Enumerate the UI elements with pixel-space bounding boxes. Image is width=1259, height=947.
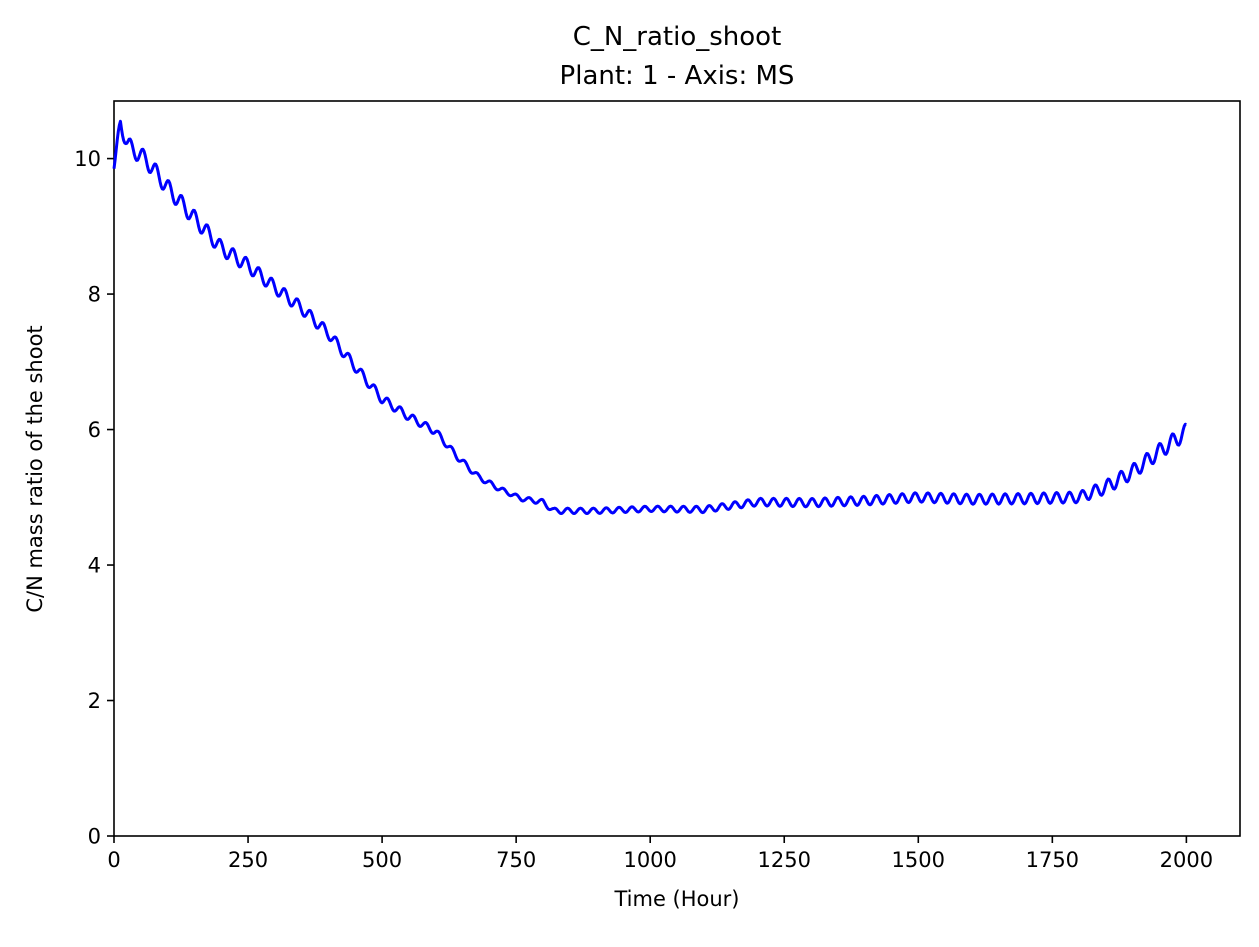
x-axis-label: Time (Hour) bbox=[613, 887, 739, 911]
x-tick-label: 1750 bbox=[1026, 848, 1079, 872]
x-tick-label: 750 bbox=[496, 848, 536, 872]
chart-subtitle: Plant: 1 - Axis: MS bbox=[560, 61, 795, 91]
plot-area bbox=[113, 100, 1241, 837]
x-tick-label: 250 bbox=[228, 848, 268, 872]
series-layer bbox=[112, 119, 1187, 516]
chart-title: C_N_ratio_shoot bbox=[573, 22, 782, 52]
x-tick-label: 1250 bbox=[758, 848, 811, 872]
x-axis-ticks: 0 250 500 750 1000 1250 1500 1750 2000 bbox=[107, 836, 1213, 872]
x-tick-label: 1000 bbox=[623, 848, 676, 872]
y-tick-label: 8 bbox=[88, 283, 101, 307]
x-tick-label: 0 bbox=[107, 848, 120, 872]
x-tick-label: 1500 bbox=[892, 848, 945, 872]
y-tick-label: 0 bbox=[88, 825, 101, 849]
y-tick-label: 2 bbox=[88, 689, 101, 713]
y-tick-label: 6 bbox=[88, 418, 101, 442]
y-tick-label: 4 bbox=[88, 554, 101, 578]
y-axis-ticks: 0 2 4 6 8 10 bbox=[74, 147, 114, 849]
y-tick-label: 10 bbox=[74, 147, 101, 171]
x-tick-label: 500 bbox=[362, 848, 402, 872]
x-tick-label: 2000 bbox=[1160, 848, 1213, 872]
y-axis-label: C/N mass ratio of the shoot bbox=[23, 325, 47, 612]
series-line bbox=[112, 119, 1187, 516]
